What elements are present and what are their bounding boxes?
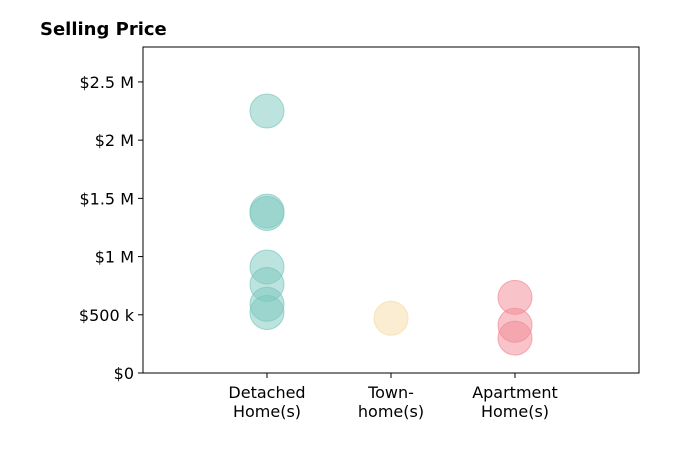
data-points xyxy=(249,93,533,356)
x-axis: Detached Home(s) Town-home(s) Apartment Home… xyxy=(228,373,558,421)
x-tick-label: Apartment Home(s) xyxy=(472,383,558,421)
data-point xyxy=(249,294,285,330)
y-tick-label: $1 M xyxy=(95,248,134,267)
x-tick-label: Town-home(s) xyxy=(358,383,424,421)
y-tick-label: $1.5 M xyxy=(79,189,134,208)
y-tick-label: $2 M xyxy=(95,131,134,150)
chart-title: Selling Price xyxy=(40,19,167,40)
x-tick-label: Detached Home(s) xyxy=(228,383,305,421)
data-point xyxy=(497,320,533,356)
y-tick-label: $2.5 M xyxy=(79,73,134,92)
y-tick-label: $500 k xyxy=(79,306,135,325)
data-point xyxy=(373,300,409,336)
data-point xyxy=(249,195,285,231)
y-tick-label: $0 xyxy=(114,364,134,383)
y-axis: $0 $500 k $1 M $1.5 M $2 M $2.5 M xyxy=(79,73,143,383)
data-point xyxy=(249,93,285,129)
